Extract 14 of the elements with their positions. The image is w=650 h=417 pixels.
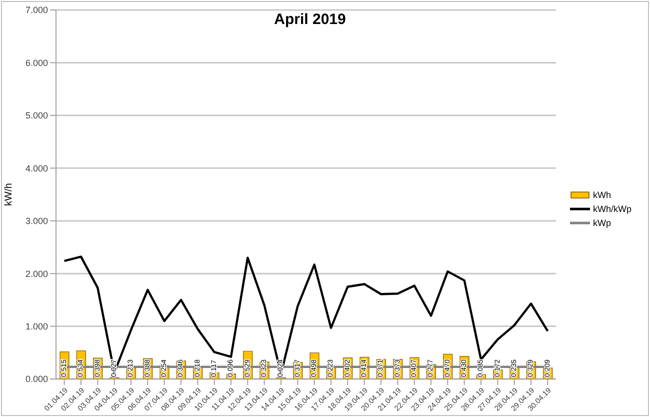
y-tick-label: 2.000 — [25, 268, 48, 279]
y-tick-label: 0.000 — [25, 374, 48, 384]
y-tick-label: 5.000 — [25, 110, 48, 121]
y-tick-label: 7.000 — [25, 5, 48, 16]
y-tick-label: 1.000 — [25, 321, 48, 332]
y-axis-title: kW/h — [4, 183, 15, 206]
legend-label: kWh/kWp — [593, 204, 632, 214]
legend-label: kWh — [593, 190, 611, 200]
y-tick-label: 6.000 — [25, 58, 48, 68]
y-tick-label: 3.000 — [25, 216, 48, 226]
legend-label: kWp — [593, 218, 611, 228]
chart-title: April 2019 — [274, 11, 346, 28]
line-series — [63, 256, 549, 375]
y-tick-label: 4.000 — [25, 163, 48, 174]
